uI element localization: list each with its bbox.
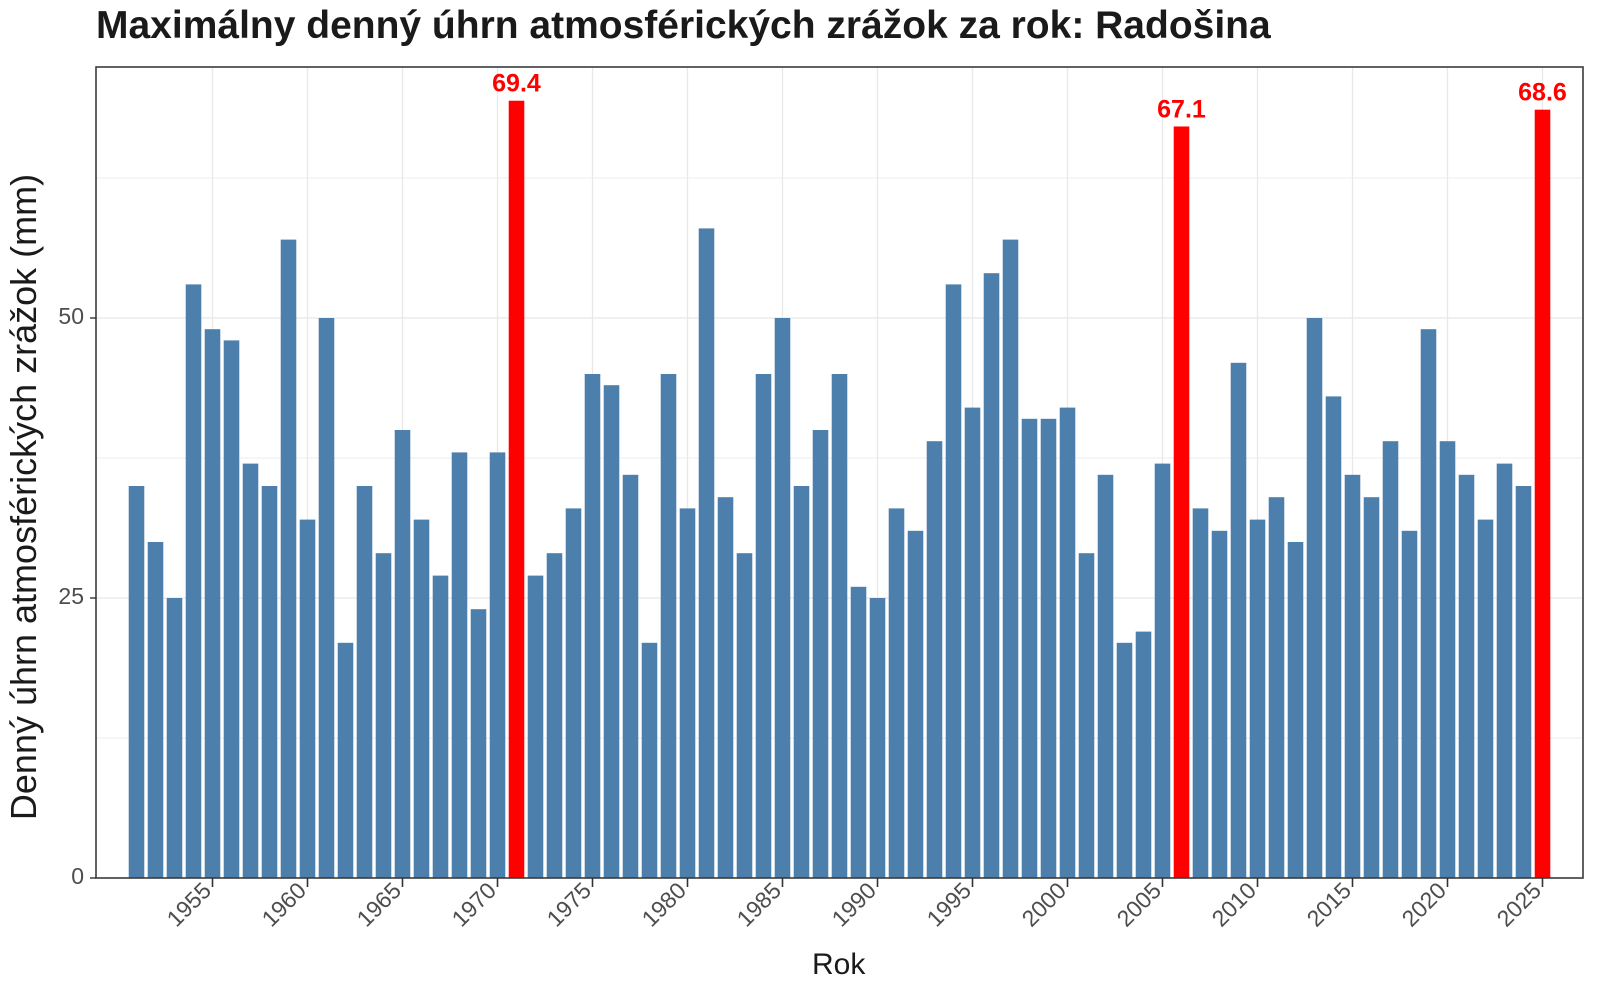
svg-text:50: 50 (58, 303, 84, 329)
svg-text:0: 0 (71, 863, 84, 889)
svg-text:68.6: 68.6 (1518, 79, 1567, 107)
svg-text:67.1: 67.1 (1157, 95, 1206, 123)
svg-text:25: 25 (58, 583, 84, 609)
svg-text:69.4: 69.4 (492, 70, 541, 98)
